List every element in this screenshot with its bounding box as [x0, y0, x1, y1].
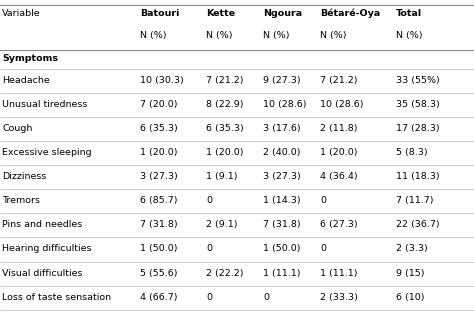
Text: Loss of taste sensation: Loss of taste sensation [2, 293, 111, 302]
Text: 2 (11.8): 2 (11.8) [320, 124, 357, 133]
Text: Excessive sleeping: Excessive sleeping [2, 148, 92, 157]
Text: N (%): N (%) [320, 31, 346, 40]
Text: Bétaré-Oya: Bétaré-Oya [320, 9, 380, 18]
Text: 17 (28.3): 17 (28.3) [396, 124, 439, 133]
Text: 10 (30.3): 10 (30.3) [140, 76, 183, 85]
Text: 1 (11.1): 1 (11.1) [263, 268, 301, 278]
Text: N (%): N (%) [140, 31, 166, 40]
Text: 7 (11.7): 7 (11.7) [396, 196, 433, 205]
Text: 1 (20.0): 1 (20.0) [140, 148, 177, 157]
Text: 11 (18.3): 11 (18.3) [396, 172, 439, 181]
Text: 1 (20.0): 1 (20.0) [320, 148, 357, 157]
Text: Batouri: Batouri [140, 9, 179, 17]
Text: N (%): N (%) [396, 31, 422, 40]
Text: 0: 0 [206, 196, 212, 205]
Text: Pins and needles: Pins and needles [2, 220, 82, 230]
Text: Ngoura: Ngoura [263, 9, 302, 17]
Text: 4 (66.7): 4 (66.7) [140, 293, 177, 302]
Text: Kette: Kette [206, 9, 235, 17]
Text: 2 (22.2): 2 (22.2) [206, 268, 244, 278]
Text: Variable: Variable [2, 9, 41, 17]
Text: 4 (36.4): 4 (36.4) [320, 172, 357, 181]
Text: Dizziness: Dizziness [2, 172, 47, 181]
Text: 6 (35.3): 6 (35.3) [206, 124, 244, 133]
Text: 2 (9.1): 2 (9.1) [206, 220, 237, 230]
Text: 1 (50.0): 1 (50.0) [140, 244, 177, 254]
Text: 1 (14.3): 1 (14.3) [263, 196, 301, 205]
Text: 1 (9.1): 1 (9.1) [206, 172, 237, 181]
Text: Headache: Headache [2, 76, 50, 85]
Text: 7 (31.8): 7 (31.8) [263, 220, 301, 230]
Text: 6 (35.3): 6 (35.3) [140, 124, 178, 133]
Text: 3 (27.3): 3 (27.3) [263, 172, 301, 181]
Text: 10 (28.6): 10 (28.6) [320, 100, 364, 109]
Text: 1 (11.1): 1 (11.1) [320, 268, 357, 278]
Text: 7 (21.2): 7 (21.2) [206, 76, 244, 85]
Text: 0: 0 [320, 244, 326, 254]
Text: 5 (8.3): 5 (8.3) [396, 148, 428, 157]
Text: 7 (31.8): 7 (31.8) [140, 220, 177, 230]
Text: 0: 0 [206, 244, 212, 254]
Text: 7 (20.0): 7 (20.0) [140, 100, 177, 109]
Text: 0: 0 [206, 293, 212, 302]
Text: 10 (28.6): 10 (28.6) [263, 100, 307, 109]
Text: 6 (10): 6 (10) [396, 293, 424, 302]
Text: 9 (27.3): 9 (27.3) [263, 76, 301, 85]
Text: 35 (58.3): 35 (58.3) [396, 100, 439, 109]
Text: 7 (21.2): 7 (21.2) [320, 76, 357, 85]
Text: 0: 0 [320, 196, 326, 205]
Text: Visual difficulties: Visual difficulties [2, 268, 83, 278]
Text: N (%): N (%) [206, 31, 233, 40]
Text: Unusual tiredness: Unusual tiredness [2, 100, 88, 109]
Text: 6 (85.7): 6 (85.7) [140, 196, 177, 205]
Text: 6 (27.3): 6 (27.3) [320, 220, 357, 230]
Text: Symptoms: Symptoms [2, 54, 58, 62]
Text: 0: 0 [263, 293, 269, 302]
Text: 2 (40.0): 2 (40.0) [263, 148, 301, 157]
Text: 33 (55%): 33 (55%) [396, 76, 439, 85]
Text: 22 (36.7): 22 (36.7) [396, 220, 439, 230]
Text: 2 (33.3): 2 (33.3) [320, 293, 358, 302]
Text: 8 (22.9): 8 (22.9) [206, 100, 244, 109]
Text: 1 (20.0): 1 (20.0) [206, 148, 244, 157]
Text: Tremors: Tremors [2, 196, 40, 205]
Text: 3 (17.6): 3 (17.6) [263, 124, 301, 133]
Text: Cough: Cough [2, 124, 33, 133]
Text: 5 (55.6): 5 (55.6) [140, 268, 177, 278]
Text: 1 (50.0): 1 (50.0) [263, 244, 301, 254]
Text: 9 (15): 9 (15) [396, 268, 424, 278]
Text: N (%): N (%) [263, 31, 290, 40]
Text: Hearing difficulties: Hearing difficulties [2, 244, 92, 254]
Text: 3 (27.3): 3 (27.3) [140, 172, 178, 181]
Text: Total: Total [396, 9, 422, 17]
Text: 2 (3.3): 2 (3.3) [396, 244, 428, 254]
